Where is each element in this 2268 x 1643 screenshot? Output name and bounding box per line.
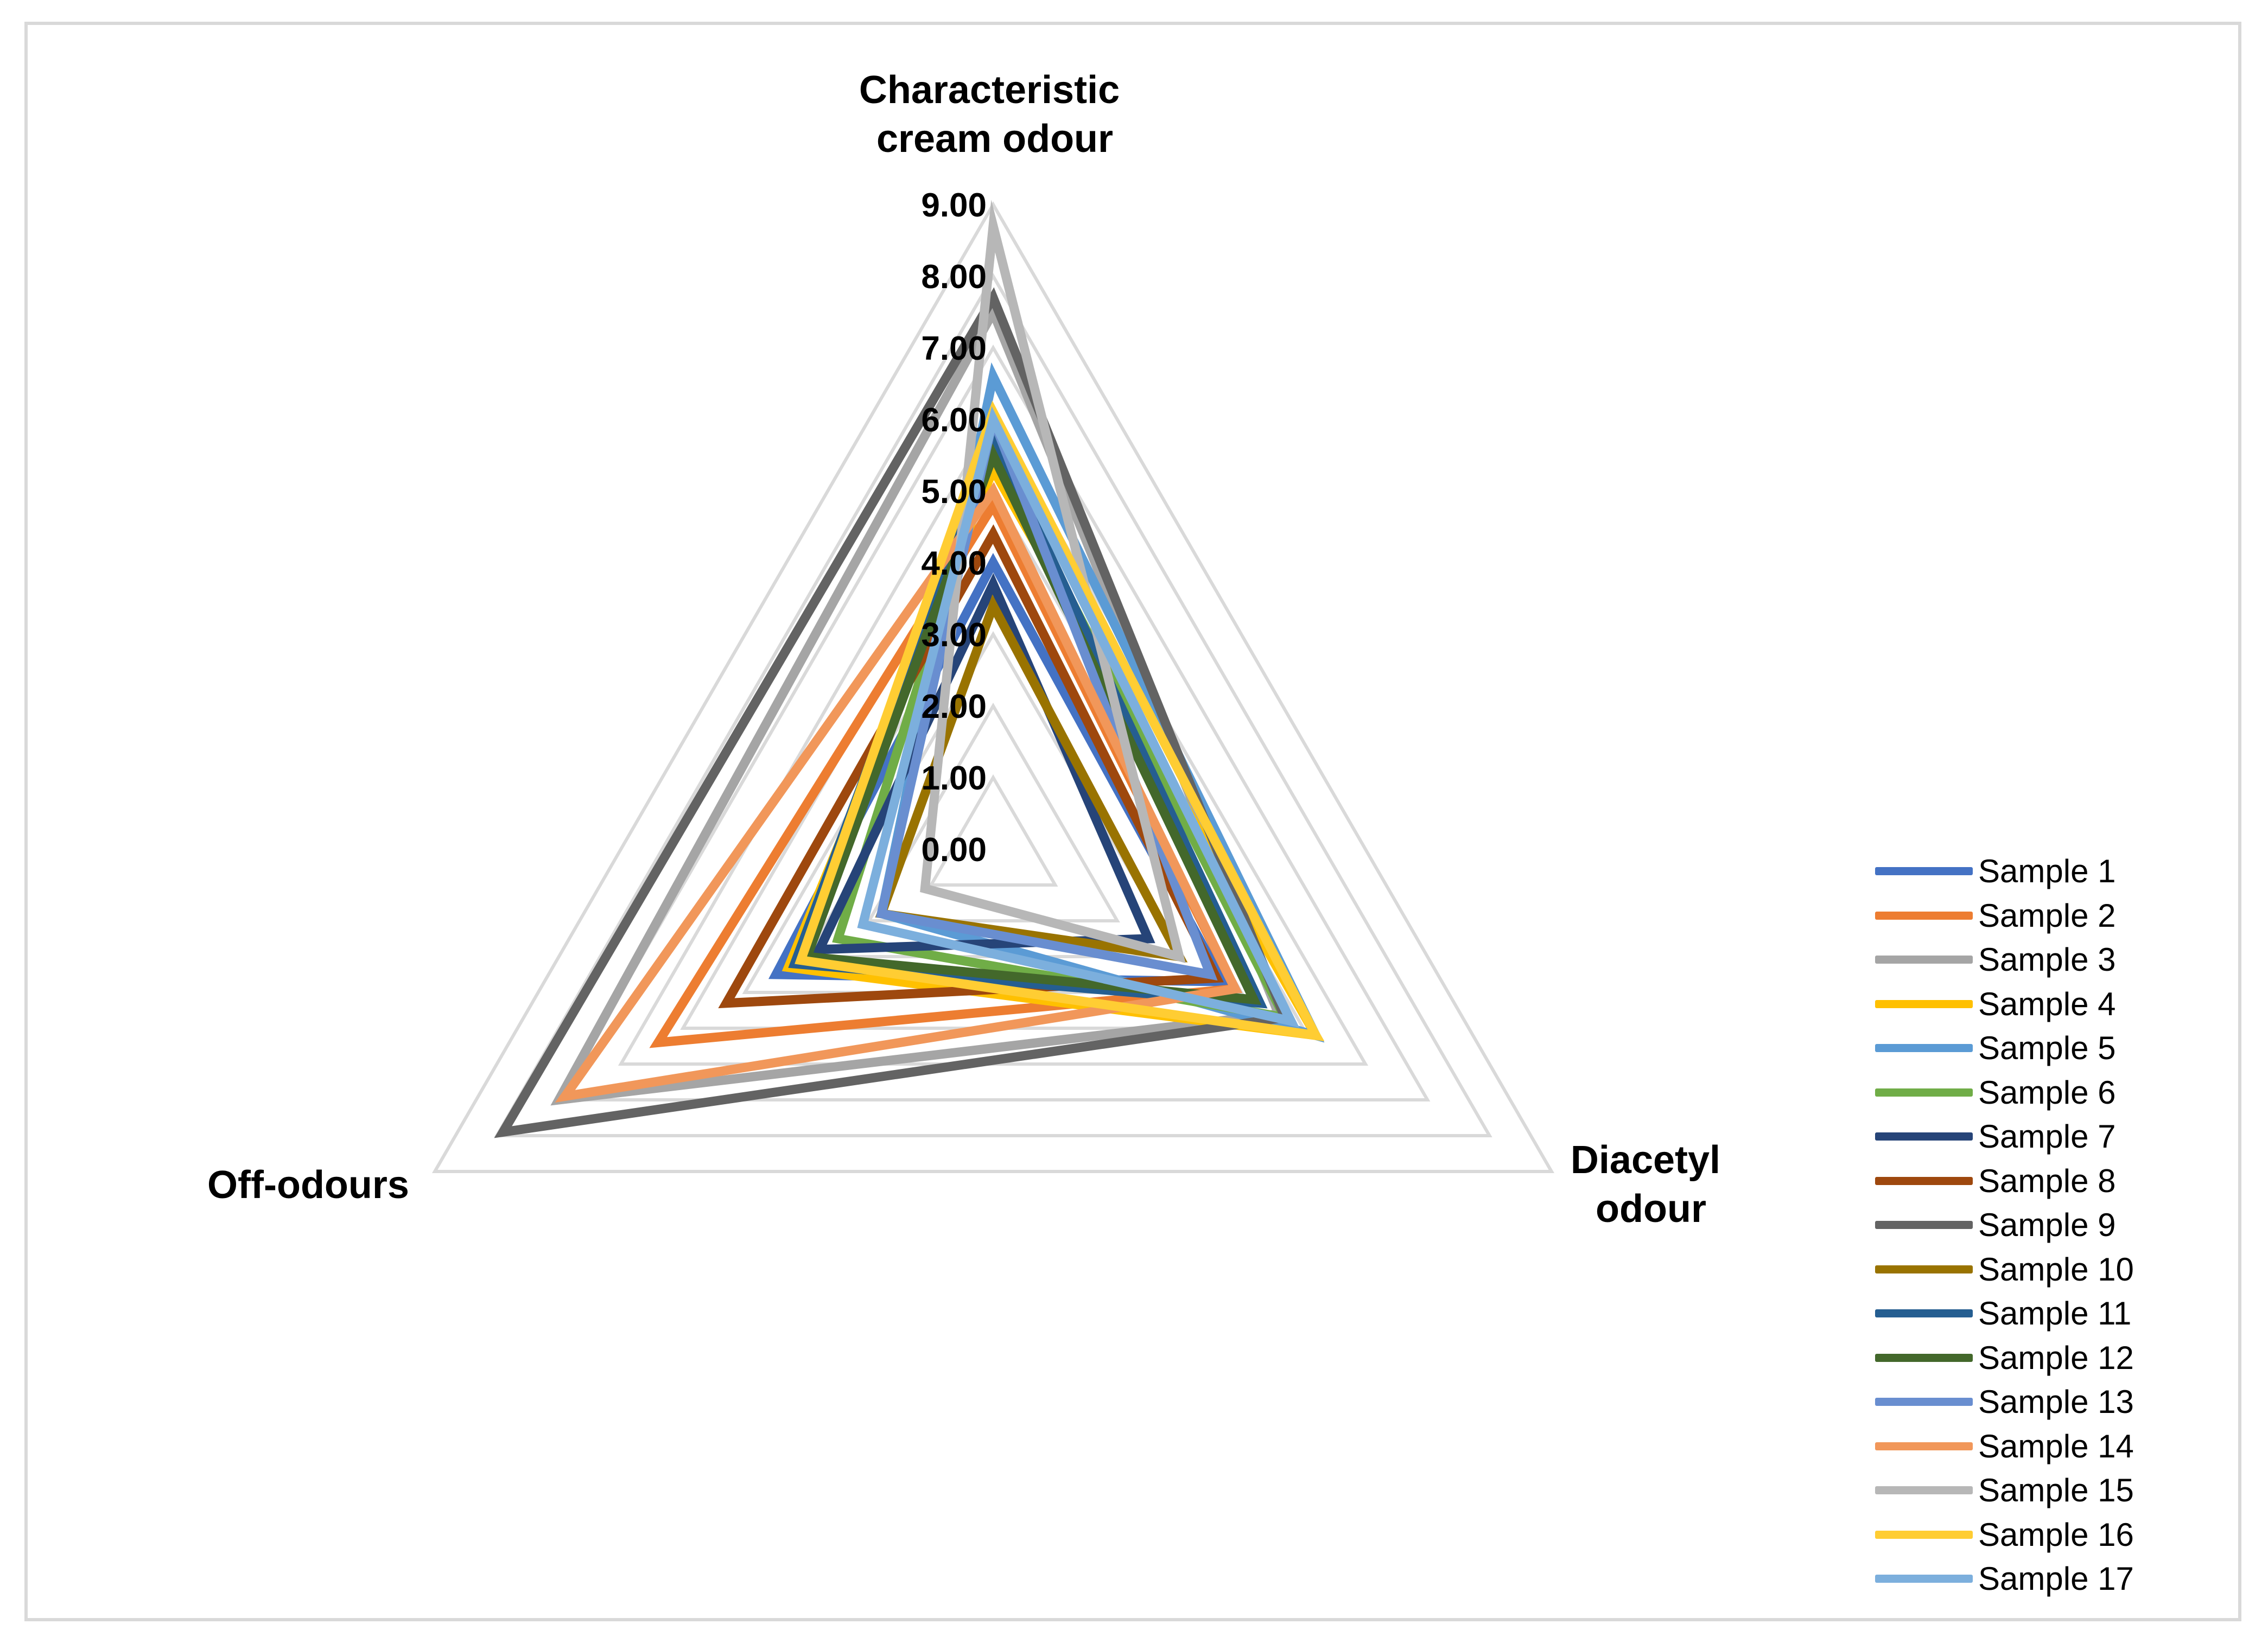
legend: Sample 1 Sample 2 Sample 3 Sample 4 Sample 5…: [1875, 849, 2228, 1601]
legend-label: Sample 9: [1978, 1207, 2116, 1244]
axis-title-line: Off-odours: [207, 1163, 409, 1207]
series-line-sample-13: [875, 404, 1218, 981]
legend-item: Sample 14: [1875, 1424, 2228, 1469]
legend-item: Sample 15: [1875, 1468, 2228, 1513]
radial-tick-labels: 0.00 1.00 2.00 3.00 4.00 5.00 6.00 7.00 8.00 9.00: [921, 187, 987, 869]
legend-swatch: [1875, 1176, 1973, 1185]
legend-item: Sample 2: [1875, 894, 2228, 938]
legend-swatch: [1875, 1486, 1973, 1495]
legend-item: Sample 10: [1875, 1247, 2228, 1292]
series-line-sample-16: [795, 400, 1324, 1042]
axis-title-diacetyl-odour: Diacetyl odour: [1571, 1138, 1731, 1231]
tick-label: 2.00: [921, 688, 987, 725]
grid-ring: [556, 345, 1431, 1101]
legend-label: Sample 1: [1978, 853, 2116, 890]
legend-label: Sample 5: [1978, 1030, 2116, 1067]
legend-item: Sample 16: [1875, 1513, 2228, 1557]
series-line-sample-9: [494, 287, 1292, 1138]
tick-label: 3.00: [921, 616, 987, 654]
legend-swatch: [1875, 1530, 1973, 1539]
legend-swatch: [1875, 1221, 1973, 1230]
tick-label: 6.00: [921, 402, 987, 439]
legend-swatch: [1875, 1353, 1973, 1362]
tick-label: 8.00: [921, 258, 987, 296]
tick-label: 1.00: [921, 760, 987, 797]
legend-swatch: [1875, 867, 1973, 876]
tick-label: 5.00: [921, 473, 987, 511]
axis-title-line: Diacetyl: [1571, 1138, 1720, 1182]
legend-item: Sample 6: [1875, 1071, 2228, 1115]
legend-swatch: [1875, 999, 1973, 1008]
legend-label: Sample 6: [1978, 1074, 2116, 1111]
tick-label: 7.00: [921, 330, 987, 367]
legend-item: Sample 4: [1875, 982, 2228, 1027]
legend-swatch: [1875, 1575, 1973, 1583]
tick-label: 9.00: [921, 187, 987, 224]
legend-swatch: [1875, 1398, 1973, 1406]
legend-item: Sample 11: [1875, 1291, 2228, 1336]
legend-label: Sample 16: [1978, 1516, 2134, 1553]
series-line-sample-17: [857, 406, 1300, 1028]
legend-item: Sample 12: [1875, 1336, 2228, 1380]
series-line-sample-8: [718, 524, 1224, 1009]
legend-label: Sample 2: [1978, 897, 2116, 934]
legend-label: Sample 13: [1978, 1384, 2134, 1421]
legend-swatch: [1875, 1265, 1973, 1273]
legend-label: Sample 11: [1978, 1295, 2132, 1332]
legend-label: Sample 3: [1978, 941, 2116, 978]
legend-swatch: [1875, 1442, 1973, 1450]
tick-label: 0.00: [921, 831, 987, 869]
legend-swatch: [1875, 1132, 1973, 1141]
legend-swatch: [1875, 956, 1973, 964]
legend-swatch: [1875, 911, 1973, 920]
legend-item: Sample 5: [1875, 1026, 2228, 1071]
axis-title-off-odours: Off-odours: [207, 1163, 409, 1207]
legend-swatch: [1875, 1044, 1973, 1053]
legend-label: Sample 14: [1978, 1428, 2134, 1464]
legend-item: Sample 17: [1875, 1557, 2228, 1601]
grid-ring: [928, 774, 1058, 887]
legend-label: Sample 15: [1978, 1472, 2134, 1509]
legend-label: Sample 17: [1978, 1561, 2134, 1597]
legend-item: Sample 13: [1875, 1380, 2228, 1424]
legend-label: Sample 4: [1978, 985, 2116, 1022]
grid-ring: [494, 272, 1492, 1137]
legend-swatch: [1875, 1088, 1973, 1097]
tick-label: 4.00: [921, 545, 987, 582]
legend-item: Sample 8: [1875, 1159, 2228, 1203]
legend-item: Sample 7: [1875, 1115, 2228, 1159]
radar-series: [494, 200, 1325, 1138]
legend-item: Sample 1: [1875, 849, 2228, 894]
legend-label: Sample 12: [1978, 1339, 2134, 1376]
legend-item: Sample 3: [1875, 938, 2228, 982]
legend-swatch: [1875, 1309, 1973, 1318]
legend-label: Sample 8: [1978, 1162, 2116, 1199]
grid-ring: [431, 201, 1555, 1173]
legend-item: Sample 9: [1875, 1203, 2228, 1247]
legend-label: Sample 10: [1978, 1251, 2134, 1288]
axis-title-line: odour: [1596, 1187, 1706, 1231]
legend-label: Sample 7: [1978, 1118, 2116, 1155]
axis-title-characteristic-cream-odour: Characteristic cream odour: [859, 68, 1130, 161]
axis-title-line: cream odour: [876, 117, 1113, 161]
series-line-sample-14: [555, 482, 1242, 1103]
axis-title-line: Characteristic: [859, 68, 1120, 112]
